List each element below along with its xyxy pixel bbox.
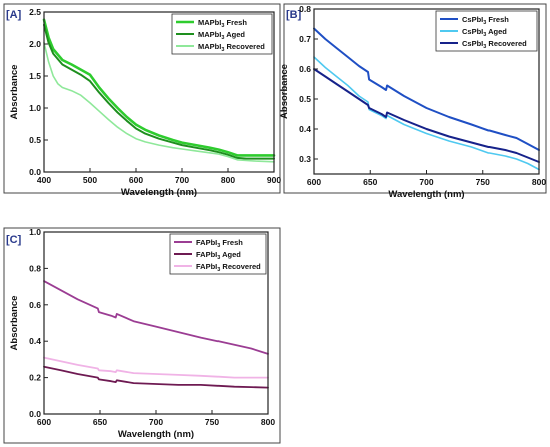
y-axis-label: Absorbance [9,65,20,120]
legend-entry: FAPbI3 Fresh [196,238,243,249]
panel-label: [A] [6,9,22,21]
x-tick-label: 800 [532,177,546,187]
x-tick-label: 600 [37,417,51,427]
panel-label: [C] [6,234,22,246]
y-tick-label: 0.2 [29,373,41,383]
x-tick-label: 800 [261,417,275,427]
series-line-1 [313,27,540,151]
series-line-3 [43,356,269,379]
panel-frame [3,3,281,194]
series-line-3 [43,41,275,163]
panel-frame [283,3,547,194]
series-line-1 [42,18,276,157]
legend-entry: MAPbI3 Recovered [198,42,265,53]
x-tick-label: 700 [149,417,163,427]
legend-entry: MAPbI3 Aged [198,30,245,41]
x-axis-label: Wavelength (nm) [118,429,194,440]
panel-frame [3,227,281,444]
y-tick-label: 0.5 [299,94,311,104]
x-tick-label: 400 [37,175,51,185]
series-line-1 [43,280,269,355]
x-axis-label: Wavelength (nm) [388,189,464,200]
y-tick-label: 0.4 [29,336,41,346]
y-tick-label: 0.6 [29,300,41,310]
series-line-2 [43,23,275,160]
legend-entry: CsPbI3 Fresh [462,15,509,26]
panel-a: [A] 400 500 600 700 800 900 0.0 0.5 1.0 1.5 2.0 2.5 W… [3,3,281,198]
plot-area [43,11,275,173]
x-tick-label: 750 [476,177,490,187]
y-tick-label: 0.6 [299,64,311,74]
legend-entry: CsPbI3 Aged [462,27,507,38]
legend-entry: MAPbI3 Fresh [198,18,247,29]
y-axis-label: Absorbance [9,296,20,351]
x-tick-label: 650 [93,417,107,427]
x-tick-label: 800 [221,175,235,185]
legend-entry: FAPbI3 Recovered [196,262,261,273]
y-tick-label: 0.0 [29,167,41,177]
series-line-3 [313,68,540,163]
panel-label: [B] [286,9,302,21]
legend-entry: CsPbI3 Recovered [462,39,527,50]
y-tick-label: 0.3 [299,154,311,164]
x-tick-label: 900 [267,175,281,185]
x-tick-label: 600 [129,175,143,185]
y-tick-label: 1.0 [29,227,41,237]
y-tick-label: 0.4 [299,124,311,134]
y-tick-label: 0.5 [29,135,41,145]
y-axis-label: Absorbance [279,64,290,119]
y-tick-label: 2.5 [29,7,41,17]
y-tick-label: 0.7 [299,34,311,44]
y-tick-label: 0.8 [299,4,311,14]
x-axis-label: Wavelength (nm) [121,187,197,198]
x-tick-label: 700 [175,175,189,185]
series-line-2 [43,365,269,389]
panel-b: [B] 600 650 700 750 800 0.3 0.4 0.5 0.6 0.7 0.8 Wave… [279,3,547,200]
y-tick-label: 2.0 [29,39,41,49]
panel-c: [C] 600 650 700 750 800 0.0 0.2 0.4 0.6 0.8 1.0 Wave… [3,227,281,444]
y-tick-label: 1.0 [29,103,41,113]
legend-entry: FAPbI3 Aged [196,250,241,261]
x-tick-label: 600 [307,177,321,187]
y-tick-label: 0.0 [29,409,41,419]
x-tick-label: 700 [419,177,433,187]
y-tick-label: 1.5 [29,71,41,81]
x-tick-label: 750 [205,417,219,427]
y-tick-label: 0.8 [29,263,41,273]
legend [435,10,538,52]
x-tick-label: 650 [363,177,377,187]
x-tick-label: 500 [83,175,97,185]
series-line-2 [313,56,540,171]
